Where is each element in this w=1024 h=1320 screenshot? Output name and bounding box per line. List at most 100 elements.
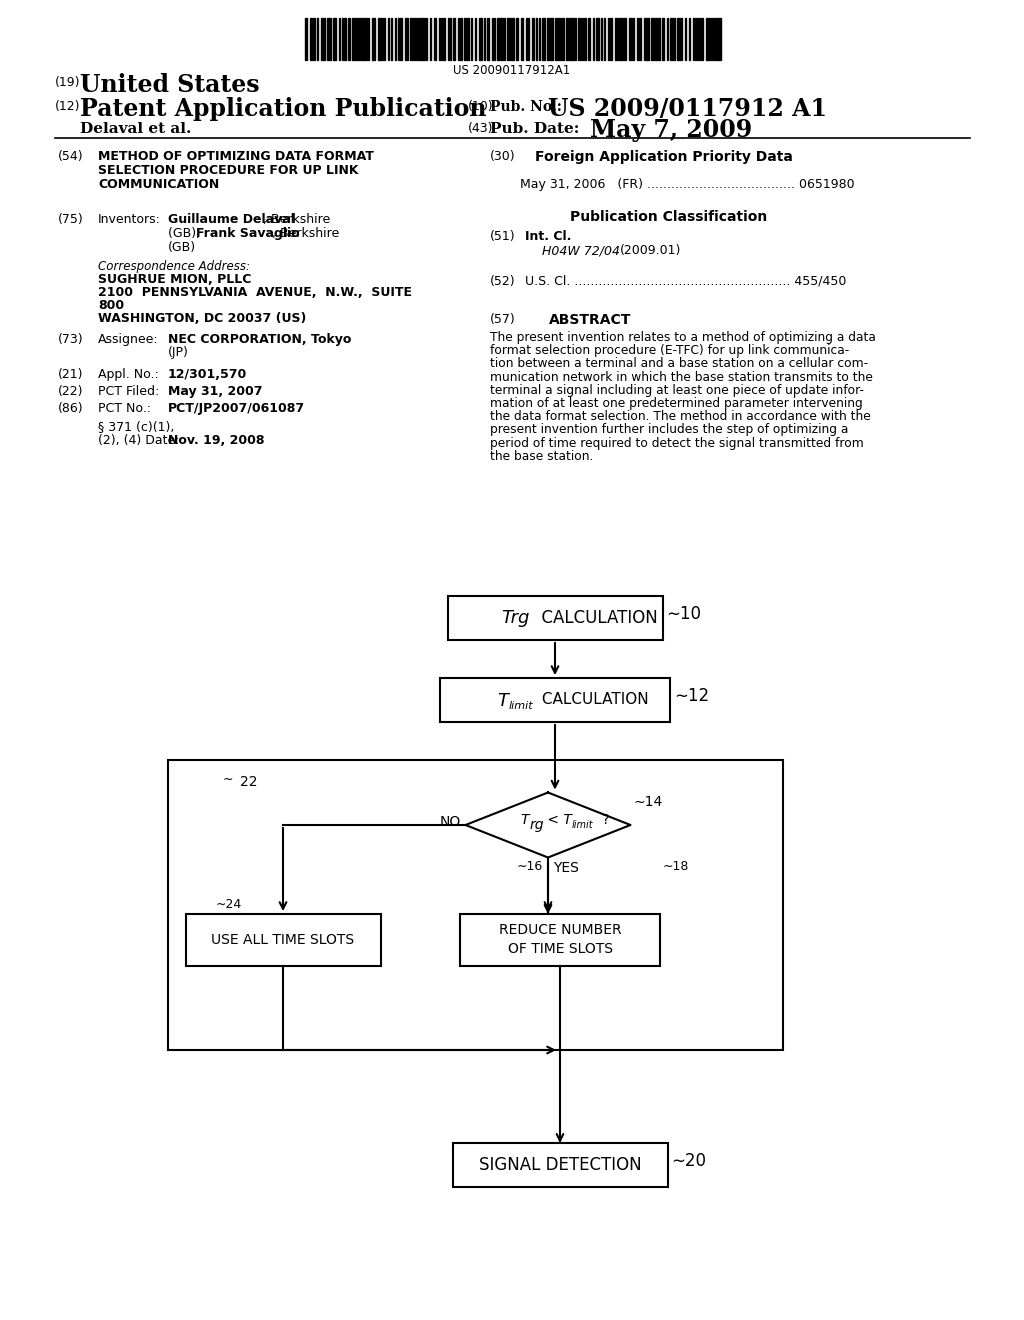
Text: Delaval et al.: Delaval et al. — [80, 121, 191, 136]
Bar — [378, 18, 381, 59]
Text: SELECTION PROCEDURE FOR UP LINK: SELECTION PROCEDURE FOR UP LINK — [98, 164, 358, 177]
Text: Trg: Trg — [502, 609, 530, 627]
Bar — [632, 18, 634, 59]
Text: , Berkshire: , Berkshire — [263, 213, 331, 226]
Bar — [562, 18, 564, 59]
Text: May 7, 2009: May 7, 2009 — [590, 117, 753, 143]
Bar — [400, 18, 402, 59]
Text: CALCULATION: CALCULATION — [537, 693, 648, 708]
Text: Nov. 19, 2008: Nov. 19, 2008 — [168, 434, 264, 447]
Bar — [521, 18, 523, 59]
Text: (22): (22) — [58, 385, 84, 399]
Text: 12/301,570: 12/301,570 — [168, 368, 247, 381]
Text: Patent Application Publication: Patent Application Publication — [80, 96, 486, 121]
Text: ∼18: ∼18 — [663, 861, 689, 874]
Text: (2), (4) Date:: (2), (4) Date: — [98, 434, 179, 447]
Text: (19): (19) — [55, 77, 81, 88]
Bar — [507, 18, 510, 59]
Text: H04W 72/04: H04W 72/04 — [542, 244, 620, 257]
Bar — [372, 18, 375, 59]
Bar — [547, 18, 549, 59]
Text: (12): (12) — [55, 100, 81, 114]
Bar — [629, 18, 631, 59]
Text: ∼20: ∼20 — [672, 1152, 707, 1170]
Text: mation of at least one predetermined parameter intervening: mation of at least one predetermined par… — [490, 397, 863, 411]
Bar — [532, 18, 534, 59]
Bar — [651, 18, 654, 59]
Text: PCT/JP2007/061087: PCT/JP2007/061087 — [168, 403, 305, 414]
Text: PCT Filed:: PCT Filed: — [98, 385, 160, 399]
Text: limit: limit — [572, 820, 594, 830]
Text: SIGNAL DETECTION: SIGNAL DETECTION — [478, 1156, 641, 1173]
Bar — [413, 18, 415, 59]
Text: (JP): (JP) — [168, 346, 188, 359]
Text: ∼16: ∼16 — [517, 861, 543, 874]
Text: the data format selection. The method in accordance with the: the data format selection. The method in… — [490, 411, 870, 424]
Text: May 31, 2006   (FR) ..................................... 0651980: May 31, 2006 (FR) ......................… — [520, 178, 855, 191]
Bar — [313, 18, 315, 59]
Bar — [453, 18, 455, 59]
Bar — [305, 18, 307, 59]
Text: Pub. No.:: Pub. No.: — [490, 100, 562, 114]
Bar — [566, 18, 568, 59]
Text: (GB): (GB) — [168, 242, 197, 253]
Text: format selection procedure (E-TFC) for up link communica-: format selection procedure (E-TFC) for u… — [490, 345, 849, 358]
Text: Pub. Date:: Pub. Date: — [490, 121, 580, 136]
Bar — [420, 18, 423, 59]
Text: Publication Classification: Publication Classification — [570, 210, 767, 224]
Text: present invention further includes the step of optimizing a: present invention further includes the s… — [490, 424, 848, 437]
Text: T: T — [520, 813, 528, 828]
Bar — [618, 18, 622, 59]
Text: METHOD OF OPTIMIZING DATA FORMAT: METHOD OF OPTIMIZING DATA FORMAT — [98, 150, 374, 162]
Bar — [348, 18, 350, 59]
Bar — [333, 18, 336, 59]
Text: (51): (51) — [490, 230, 516, 243]
Bar — [557, 18, 559, 59]
Text: COMMUNICATION: COMMUNICATION — [98, 178, 219, 191]
Bar — [615, 18, 618, 59]
Text: 800: 800 — [98, 300, 124, 312]
Bar — [500, 18, 503, 59]
Bar — [185, 913, 381, 966]
Text: Inventors:: Inventors: — [98, 213, 161, 226]
Text: ABSTRACT: ABSTRACT — [549, 313, 631, 327]
Bar — [467, 18, 469, 59]
Bar — [310, 18, 312, 59]
Bar — [511, 18, 514, 59]
Text: Correspondence Address:: Correspondence Address: — [98, 260, 250, 273]
Text: ∼10: ∼10 — [667, 605, 701, 623]
Text: ∼: ∼ — [222, 774, 233, 785]
Text: May 31, 2007: May 31, 2007 — [168, 385, 262, 399]
Text: CALCULATION: CALCULATION — [531, 609, 657, 627]
Bar — [447, 597, 663, 640]
Text: (52): (52) — [490, 275, 516, 288]
Text: Frank Savaglio: Frank Savaglio — [196, 227, 300, 240]
Text: (86): (86) — [58, 403, 84, 414]
Bar — [677, 18, 679, 59]
Text: (75): (75) — [58, 213, 84, 226]
Bar — [639, 18, 641, 59]
Text: SUGHRUE MION, PLLC: SUGHRUE MION, PLLC — [98, 273, 251, 286]
Text: US 20090117912A1: US 20090117912A1 — [454, 63, 570, 77]
Text: the base station.: the base station. — [490, 450, 593, 463]
Text: (73): (73) — [58, 333, 84, 346]
Bar — [516, 18, 518, 59]
Bar — [596, 18, 599, 59]
Text: United States: United States — [80, 73, 260, 96]
Text: (57): (57) — [490, 313, 516, 326]
Text: (10): (10) — [468, 100, 494, 114]
Bar — [646, 18, 649, 59]
Bar — [623, 18, 626, 59]
Bar — [464, 18, 466, 59]
Text: ?: ? — [598, 813, 609, 828]
Bar — [706, 18, 709, 59]
Bar — [443, 18, 445, 59]
Bar — [670, 18, 673, 59]
Bar — [697, 18, 699, 59]
Text: PCT No.:: PCT No.: — [98, 403, 151, 414]
Text: munication network in which the base station transmits to the: munication network in which the base sta… — [490, 371, 872, 384]
Text: , Berkshire: , Berkshire — [272, 227, 339, 240]
Text: (21): (21) — [58, 368, 84, 381]
Bar — [550, 18, 553, 59]
Text: U.S. Cl. ...................................................... 455/450: U.S. Cl. ...............................… — [525, 275, 847, 288]
